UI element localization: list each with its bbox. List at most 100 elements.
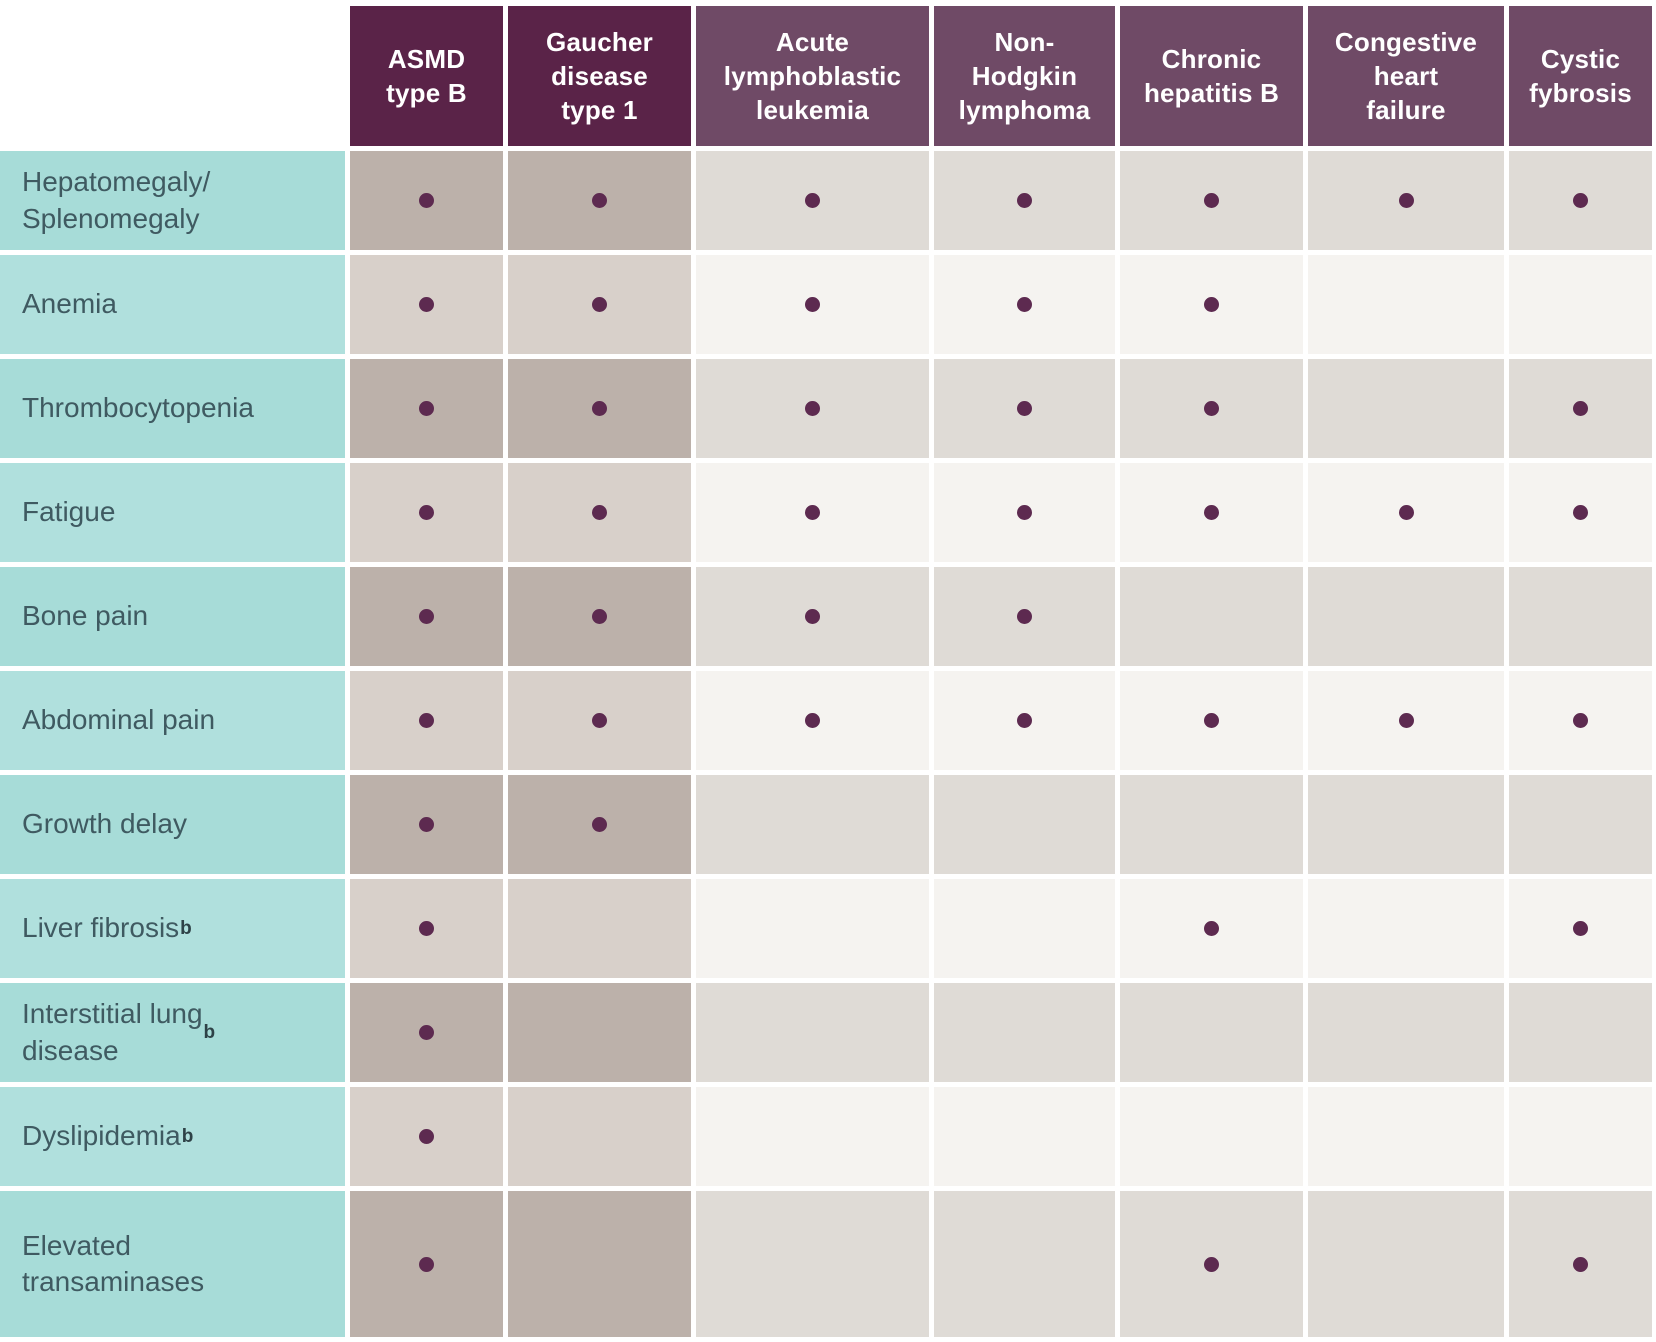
matrix-cell — [1509, 255, 1652, 354]
row-label-cell: Interstitial lung disease b — [0, 983, 345, 1082]
matrix-cell — [508, 983, 691, 1082]
matrix-cell — [934, 1087, 1115, 1186]
matrix-cell — [508, 567, 691, 666]
matrix-cell — [1308, 255, 1504, 354]
presence-dot-icon — [1204, 713, 1219, 728]
presence-dot-icon — [419, 609, 434, 624]
presence-dot-icon — [1204, 297, 1219, 312]
matrix-cell — [934, 671, 1115, 770]
presence-dot-icon — [1204, 401, 1219, 416]
presence-dot-icon — [1573, 193, 1588, 208]
row-label-cell: Growth delay — [0, 775, 345, 874]
matrix-cell — [350, 1191, 503, 1337]
matrix-cell — [1509, 671, 1652, 770]
column-header: Cystic fybrosis — [1509, 6, 1652, 146]
matrix-cell — [1509, 775, 1652, 874]
presence-dot-icon — [419, 505, 434, 520]
presence-dot-icon — [1398, 193, 1414, 208]
matrix-cell — [1308, 983, 1504, 1082]
matrix-cell — [1120, 775, 1303, 874]
row-label: Fatigue — [22, 496, 116, 528]
matrix-cell — [350, 359, 503, 458]
matrix-cell — [508, 359, 691, 458]
row-label-cell: Elevated transaminases — [0, 1191, 345, 1337]
matrix-cell — [1120, 255, 1303, 354]
presence-dot-icon — [592, 401, 607, 416]
matrix-cell — [350, 1087, 503, 1186]
matrix-cell — [696, 255, 929, 354]
presence-dot-icon — [1017, 505, 1032, 520]
presence-dot-icon — [419, 921, 434, 936]
presence-dot-icon — [592, 817, 607, 832]
row-label: Elevated transaminases — [22, 1229, 205, 1297]
presence-dot-icon — [1017, 713, 1032, 728]
column-header: Congestive heart failure — [1308, 6, 1504, 146]
presence-dot-icon — [592, 297, 607, 312]
presence-dot-icon — [1573, 1256, 1588, 1272]
matrix-cell — [1120, 983, 1303, 1082]
matrix-cell — [1308, 567, 1504, 666]
matrix-cell — [934, 775, 1115, 874]
matrix-cell — [508, 255, 691, 354]
presence-dot-icon — [805, 401, 820, 416]
matrix-cell — [1308, 671, 1504, 770]
row-label: Bone pain — [22, 600, 149, 632]
matrix-cell — [1120, 1087, 1303, 1186]
matrix-cell — [350, 567, 503, 666]
matrix-cell — [1509, 359, 1652, 458]
row-label-cell: Fatigue — [0, 463, 345, 562]
matrix-cell — [934, 567, 1115, 666]
matrix-cell — [508, 463, 691, 562]
matrix-cell — [1308, 463, 1504, 562]
matrix-cell — [1509, 1191, 1652, 1337]
matrix-cell — [350, 255, 503, 354]
presence-dot-icon — [1573, 401, 1588, 416]
matrix-cell — [1509, 567, 1652, 666]
matrix-cell — [350, 879, 503, 978]
matrix-cell — [1120, 151, 1303, 250]
presence-dot-icon — [805, 297, 820, 312]
matrix-cell — [1120, 567, 1303, 666]
presence-dot-icon — [592, 713, 607, 728]
matrix-cell — [350, 775, 503, 874]
matrix-cell — [508, 775, 691, 874]
matrix-cell — [1308, 151, 1504, 250]
matrix-cell — [696, 567, 929, 666]
matrix-cell — [508, 879, 691, 978]
matrix-cell — [696, 463, 929, 562]
row-label: Growth delay — [22, 808, 187, 840]
matrix-cell — [1308, 879, 1504, 978]
presence-dot-icon — [805, 713, 820, 728]
matrix-cell — [508, 671, 691, 770]
matrix-cell — [934, 983, 1115, 1082]
row-label-cell: Liver fibrosis b — [0, 879, 345, 978]
row-label: Abdominal pain — [22, 704, 216, 736]
matrix-cell — [1308, 775, 1504, 874]
matrix-cell — [696, 671, 929, 770]
matrix-cell — [508, 1087, 691, 1186]
column-header: Gaucher disease type 1 — [508, 6, 691, 146]
column-header: Chronic hepatitis B — [1120, 6, 1303, 146]
matrix-cell — [1308, 1087, 1504, 1186]
presence-dot-icon — [1017, 401, 1032, 416]
matrix-cell — [1308, 1191, 1504, 1337]
presence-dot-icon — [592, 193, 607, 208]
presence-dot-icon — [419, 1025, 434, 1040]
presence-dot-icon — [805, 505, 820, 520]
matrix-cell — [350, 983, 503, 1082]
row-label-cell: Thrombocytopenia — [0, 359, 345, 458]
presence-dot-icon — [419, 817, 434, 832]
matrix-cell — [1120, 671, 1303, 770]
presence-dot-icon — [1204, 1256, 1219, 1272]
row-label: Anemia — [22, 288, 117, 320]
matrix-cell — [934, 879, 1115, 978]
matrix-cell — [1509, 983, 1652, 1082]
matrix-cell — [696, 151, 929, 250]
matrix-cell — [1509, 879, 1652, 978]
matrix-cell — [934, 359, 1115, 458]
matrix-cell — [934, 463, 1115, 562]
presence-dot-icon — [1204, 505, 1219, 520]
matrix-cell — [696, 1087, 929, 1186]
